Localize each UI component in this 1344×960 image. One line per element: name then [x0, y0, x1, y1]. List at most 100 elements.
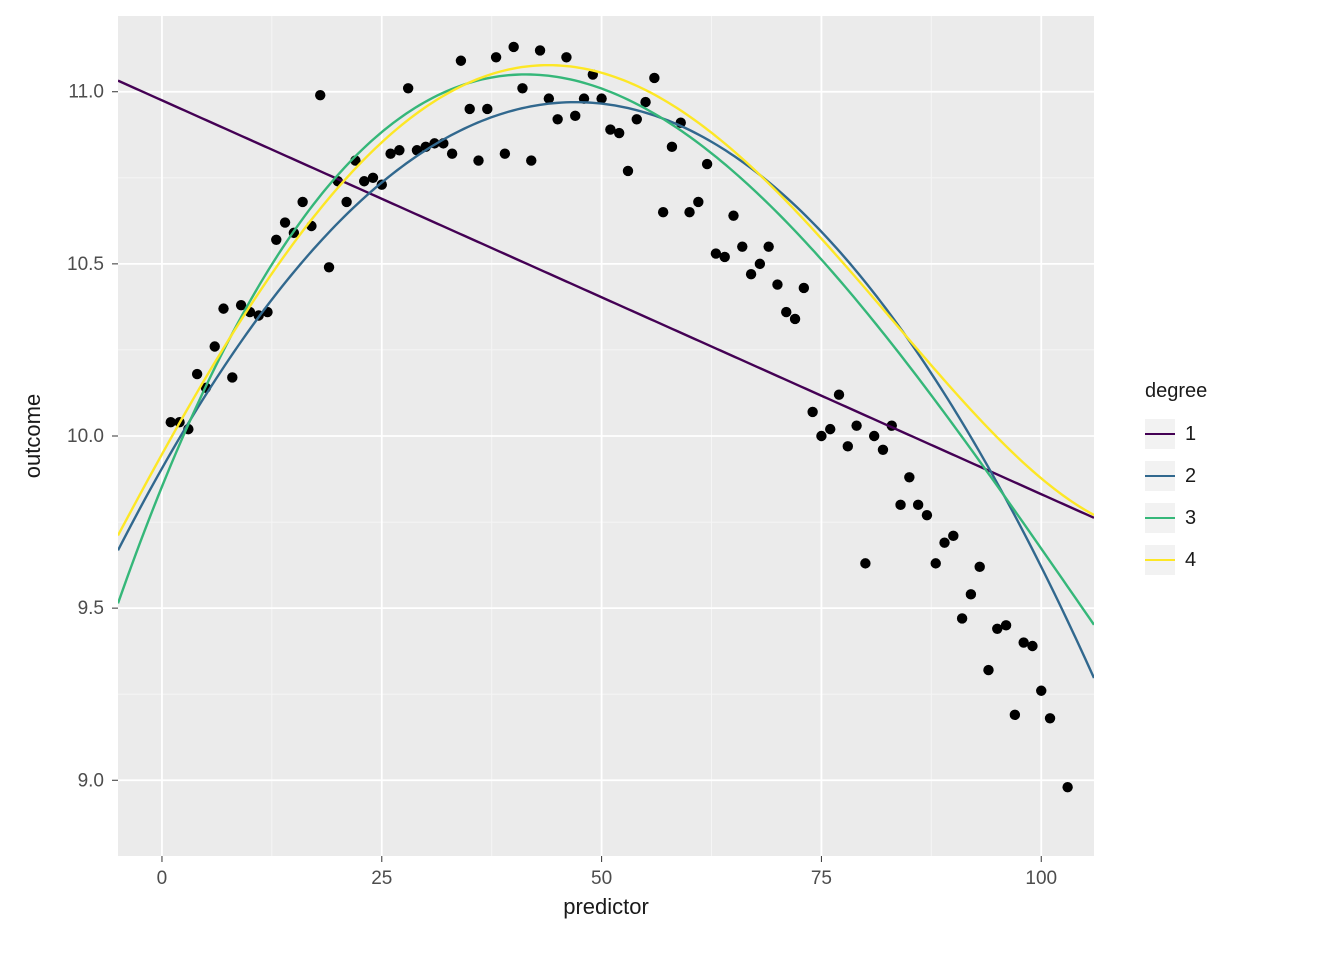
data-point [1045, 713, 1055, 723]
data-point [1010, 710, 1020, 720]
data-point [781, 307, 791, 317]
data-point [210, 341, 220, 351]
data-point [851, 420, 861, 430]
data-point [500, 149, 510, 159]
legend-label: 2 [1185, 465, 1196, 488]
legend-item-4: 4 [1145, 539, 1207, 581]
data-point [948, 531, 958, 541]
data-point [1036, 686, 1046, 696]
data-point [755, 259, 765, 269]
chart-container: 02550751009.09.510.010.511.0predictorout… [0, 0, 1344, 960]
data-point [869, 431, 879, 441]
data-point [1062, 782, 1072, 792]
legend-title: degree [1145, 380, 1207, 403]
data-point [746, 269, 756, 279]
data-point [799, 283, 809, 293]
legend-item-1: 1 [1145, 413, 1207, 455]
data-point [720, 252, 730, 262]
legend-item-3: 3 [1145, 497, 1207, 539]
legend-swatch [1145, 545, 1175, 575]
scatter-line-chart: 02550751009.09.510.010.511.0predictorout… [0, 0, 1344, 960]
x-tick-label: 100 [1025, 868, 1057, 889]
data-point [394, 145, 404, 155]
y-tick-label: 10.0 [67, 426, 104, 447]
data-point [816, 431, 826, 441]
data-point [517, 83, 527, 93]
x-tick-label: 0 [157, 868, 168, 889]
legend-swatch [1145, 419, 1175, 449]
data-point [192, 369, 202, 379]
data-point [526, 155, 536, 165]
data-point [218, 303, 228, 313]
data-point [825, 424, 835, 434]
data-point [447, 149, 457, 159]
y-tick-label: 11.0 [68, 82, 104, 103]
legend-label: 3 [1185, 507, 1196, 530]
data-point [728, 210, 738, 220]
data-point [341, 197, 351, 207]
data-point [834, 389, 844, 399]
data-point [658, 207, 668, 217]
data-point [1001, 620, 1011, 630]
data-point [693, 197, 703, 207]
y-tick-label: 9.0 [78, 770, 104, 791]
legend-line-icon [1145, 475, 1175, 477]
data-point [614, 128, 624, 138]
data-point [737, 241, 747, 251]
data-point [922, 510, 932, 520]
data-point [552, 114, 562, 124]
data-point [772, 279, 782, 289]
data-point [860, 558, 870, 568]
legend-swatch [1145, 503, 1175, 533]
data-point [807, 407, 817, 417]
x-axis-title: predictor [563, 894, 649, 919]
x-tick-label: 50 [591, 868, 612, 889]
data-point [368, 173, 378, 183]
data-point [570, 111, 580, 121]
data-point [465, 104, 475, 114]
data-point [667, 142, 677, 152]
data-point [790, 314, 800, 324]
legend-swatch [1145, 461, 1175, 491]
legend-line-icon [1145, 517, 1175, 519]
data-point [966, 589, 976, 599]
data-point [974, 562, 984, 572]
data-point [456, 56, 466, 66]
y-tick-label: 10.5 [67, 254, 104, 275]
legend: degree 1 2 3 4 [1145, 380, 1207, 581]
data-point [315, 90, 325, 100]
legend-line-icon [1145, 559, 1175, 561]
data-point [763, 241, 773, 251]
data-point [702, 159, 712, 169]
data-point [271, 235, 281, 245]
data-point [491, 52, 501, 62]
data-point [913, 500, 923, 510]
data-point [623, 166, 633, 176]
data-point [1027, 641, 1037, 651]
data-point [324, 262, 334, 272]
data-point [561, 52, 571, 62]
data-point [939, 538, 949, 548]
data-point [535, 45, 545, 55]
data-point [632, 114, 642, 124]
x-tick-label: 25 [371, 868, 392, 889]
data-point [280, 217, 290, 227]
data-point [649, 73, 659, 83]
data-point [297, 197, 307, 207]
legend-line-icon [1145, 433, 1175, 435]
data-point [878, 445, 888, 455]
data-point [895, 500, 905, 510]
legend-label: 1 [1185, 423, 1196, 446]
data-point [403, 83, 413, 93]
data-point [843, 441, 853, 451]
data-point [931, 558, 941, 568]
data-point [684, 207, 694, 217]
legend-item-2: 2 [1145, 455, 1207, 497]
data-point [983, 665, 993, 675]
data-point [482, 104, 492, 114]
x-tick-label: 75 [811, 868, 832, 889]
data-point [957, 613, 967, 623]
data-point [904, 472, 914, 482]
data-point [508, 42, 518, 52]
y-axis-title: outcome [20, 394, 45, 478]
